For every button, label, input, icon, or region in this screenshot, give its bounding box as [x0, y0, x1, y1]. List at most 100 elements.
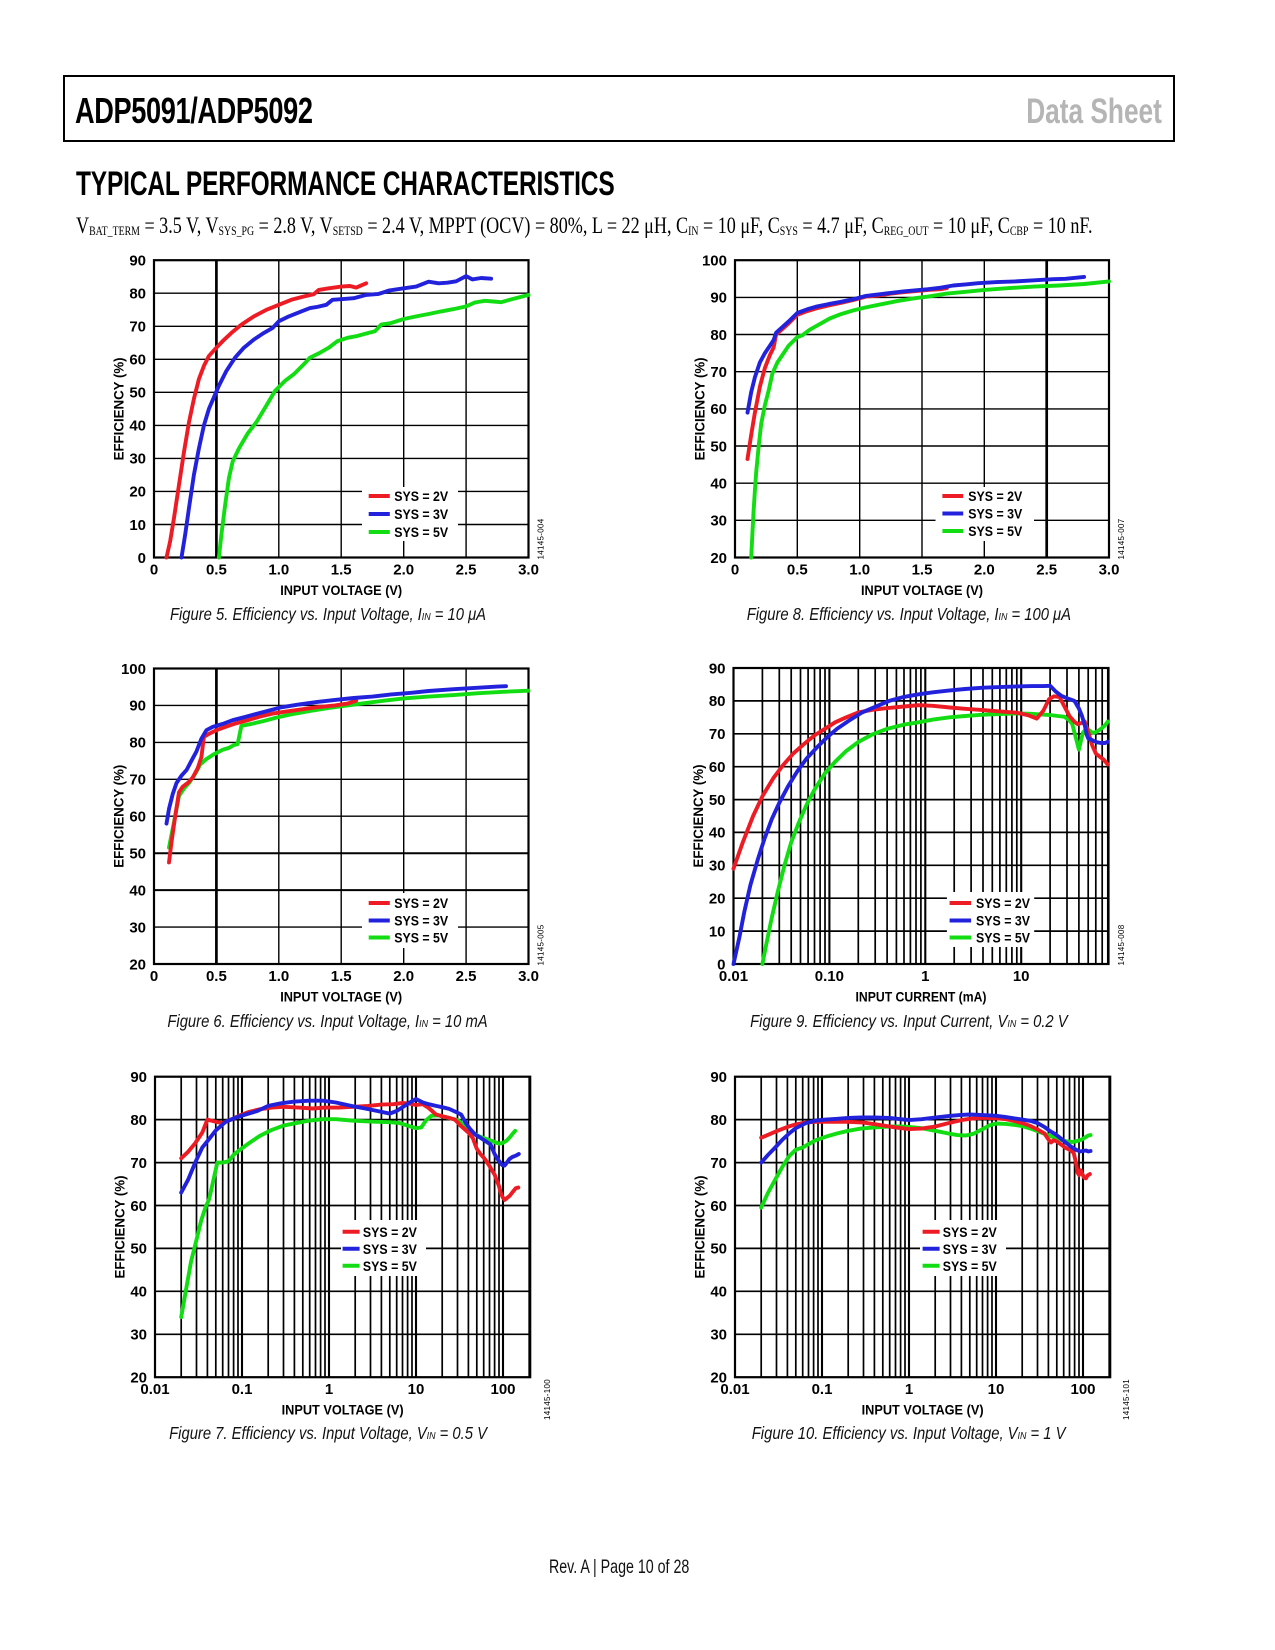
svg-text:SYS = 5V: SYS = 5V: [394, 930, 449, 946]
svg-text:1.0: 1.0: [268, 968, 289, 985]
svg-text:30: 30: [129, 919, 146, 936]
svg-text:90: 90: [710, 1069, 727, 1086]
svg-text:70: 70: [129, 319, 146, 336]
svg-text:3.0: 3.0: [1099, 561, 1120, 578]
svg-text:40: 40: [129, 882, 146, 899]
svg-text:0: 0: [138, 550, 146, 567]
svg-text:50: 50: [129, 846, 146, 863]
svg-text:INPUT VOLTAGE (V): INPUT VOLTAGE (V): [280, 582, 402, 598]
svg-text:0.01: 0.01: [140, 1381, 169, 1398]
svg-text:SYS = 3V: SYS = 3V: [363, 1241, 418, 1257]
svg-text:1.0: 1.0: [849, 561, 870, 578]
svg-text:80: 80: [129, 286, 146, 303]
svg-text:20: 20: [709, 891, 726, 908]
svg-text:0.5: 0.5: [206, 968, 227, 985]
svg-text:INPUT VOLTAGE (V): INPUT VOLTAGE (V): [280, 989, 402, 1005]
svg-text:80: 80: [130, 1112, 147, 1129]
svg-text:80: 80: [709, 693, 726, 710]
svg-text:INPUT VOLTAGE (V): INPUT VOLTAGE (V): [862, 1402, 984, 1418]
svg-text:2.0: 2.0: [393, 968, 414, 985]
svg-text:40: 40: [710, 1284, 727, 1301]
svg-text:20: 20: [710, 1370, 727, 1387]
svg-text:40: 40: [130, 1284, 147, 1301]
svg-text:SYS = 3V: SYS = 3V: [943, 1241, 998, 1257]
svg-text:0: 0: [150, 968, 158, 985]
svg-text:SYS = 2V: SYS = 2V: [394, 895, 449, 911]
svg-text:70: 70: [710, 1155, 727, 1172]
svg-text:SYS = 5V: SYS = 5V: [968, 523, 1023, 539]
svg-text:SYS = 3V: SYS = 3V: [976, 913, 1031, 929]
svg-text:SYS = 5V: SYS = 5V: [363, 1258, 418, 1274]
svg-text:30: 30: [130, 1327, 147, 1344]
svg-text:50: 50: [130, 1241, 147, 1258]
svg-text:100: 100: [490, 1381, 515, 1398]
svg-text:20: 20: [130, 1370, 147, 1387]
svg-text:14145-007: 14145-007: [1117, 518, 1126, 559]
svg-text:14145-004: 14145-004: [537, 518, 546, 559]
svg-text:50: 50: [129, 385, 146, 402]
svg-text:90: 90: [130, 1069, 147, 1086]
svg-text:60: 60: [130, 1198, 147, 1215]
svg-text:10: 10: [129, 517, 146, 534]
svg-text:0.10: 0.10: [815, 968, 844, 985]
svg-text:100: 100: [121, 661, 146, 678]
svg-text:10: 10: [1013, 968, 1030, 985]
svg-text:100: 100: [702, 253, 727, 270]
svg-text:EFFICIENCY (%): EFFICIENCY (%): [111, 765, 127, 868]
svg-text:14145-005: 14145-005: [537, 924, 546, 965]
svg-text:1.5: 1.5: [331, 968, 352, 985]
svg-text:EFFICIENCY (%): EFFICIENCY (%): [692, 357, 708, 460]
svg-text:14145-101: 14145-101: [1122, 1379, 1131, 1420]
svg-text:70: 70: [709, 726, 726, 743]
svg-text:10: 10: [408, 1381, 425, 1398]
svg-text:INPUT CURRENT (mA): INPUT CURRENT (mA): [856, 989, 987, 1005]
svg-text:40: 40: [709, 825, 726, 842]
svg-text:60: 60: [710, 401, 727, 418]
svg-text:30: 30: [129, 451, 146, 468]
svg-text:0.01: 0.01: [720, 1381, 749, 1398]
svg-text:50: 50: [710, 438, 727, 455]
svg-text:20: 20: [710, 550, 727, 567]
svg-text:90: 90: [129, 698, 146, 715]
svg-text:0.1: 0.1: [812, 1381, 833, 1398]
svg-text:60: 60: [710, 1198, 727, 1215]
svg-text:1.0: 1.0: [268, 561, 289, 578]
svg-text:SYS = 3V: SYS = 3V: [968, 506, 1023, 522]
svg-text:60: 60: [129, 809, 146, 826]
svg-text:0: 0: [150, 561, 158, 578]
svg-text:EFFICIENCY (%): EFFICIENCY (%): [692, 1176, 708, 1279]
svg-text:SYS = 3V: SYS = 3V: [394, 506, 449, 522]
svg-text:80: 80: [710, 327, 727, 344]
svg-text:0: 0: [731, 561, 739, 578]
svg-text:20: 20: [129, 956, 146, 973]
svg-text:1.5: 1.5: [912, 561, 933, 578]
svg-text:100: 100: [1070, 1381, 1095, 1398]
svg-text:90: 90: [710, 290, 727, 307]
svg-text:INPUT VOLTAGE (V): INPUT VOLTAGE (V): [282, 1402, 404, 1418]
svg-text:60: 60: [709, 759, 726, 776]
svg-text:0.5: 0.5: [787, 561, 808, 578]
svg-text:10: 10: [988, 1381, 1005, 1398]
svg-text:1: 1: [921, 968, 929, 985]
svg-text:0.1: 0.1: [232, 1381, 253, 1398]
svg-text:40: 40: [129, 418, 146, 435]
svg-text:1: 1: [905, 1381, 913, 1398]
svg-text:50: 50: [710, 1241, 727, 1258]
svg-text:70: 70: [130, 1155, 147, 1172]
svg-text:SYS = 2V: SYS = 2V: [943, 1224, 998, 1240]
svg-text:EFFICIENCY (%): EFFICIENCY (%): [111, 357, 127, 460]
svg-text:1: 1: [325, 1381, 333, 1398]
svg-text:30: 30: [709, 858, 726, 875]
svg-text:14145-100: 14145-100: [543, 1379, 552, 1420]
svg-text:70: 70: [129, 772, 146, 789]
svg-text:0.01: 0.01: [719, 968, 748, 985]
svg-text:1.5: 1.5: [331, 561, 352, 578]
svg-text:30: 30: [710, 513, 727, 530]
svg-text:SYS = 5V: SYS = 5V: [394, 524, 449, 540]
svg-text:0.5: 0.5: [206, 561, 227, 578]
svg-text:2.0: 2.0: [974, 561, 995, 578]
svg-text:SYS = 2V: SYS = 2V: [363, 1224, 418, 1240]
svg-text:2.5: 2.5: [456, 561, 477, 578]
svg-text:50: 50: [709, 792, 726, 809]
svg-text:SYS = 2V: SYS = 2V: [968, 488, 1023, 504]
